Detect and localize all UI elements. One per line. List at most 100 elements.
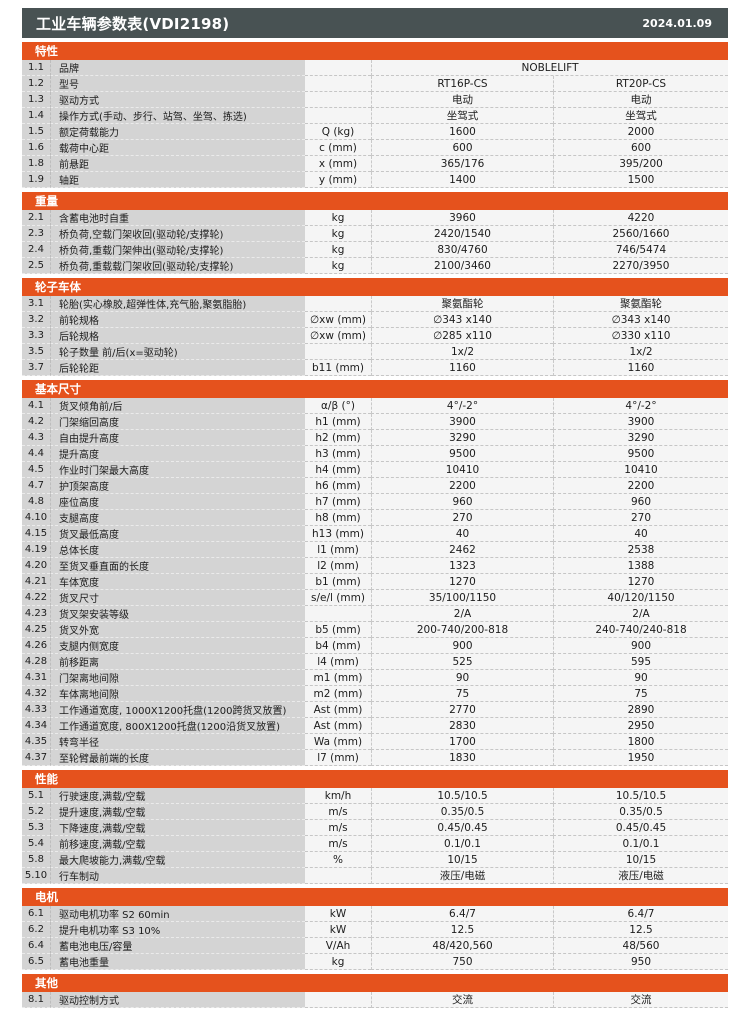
row-number: 4.26 [22,638,50,654]
row-number: 4.21 [22,574,50,590]
row-number: 6.4 [22,938,50,954]
table-row: 5.8 最大爬坡能力,满载/空载% 10/15 10/15 [22,852,728,868]
row-label: 驱动方式 [50,92,305,108]
table-row: 6.2 提升电机功率 S3 10% kW 12.5 12.5 [22,922,728,938]
row-label: 驱动电机功率 S2 60min [50,906,305,922]
row-unit: kg [305,954,371,970]
section-header: 轮子车体 [22,278,728,296]
row-number: 5.3 [22,820,50,836]
row-number: 1.8 [22,156,50,172]
row-unit: b1 (mm) [305,574,371,590]
row-value-rt20p: 600 [553,140,728,156]
row-unit: h6 (mm) [305,478,371,494]
row-number: 4.7 [22,478,50,494]
row-label: 下降速度,满载/空载 [50,820,305,836]
row-value-rt20p: 75 [553,686,728,702]
row-number: 4.35 [22,734,50,750]
table-row: 4.15 货叉最低高度 h13 (mm) 40 40 [22,526,728,542]
row-value-rt20p: 电动 [553,92,728,108]
row-unit: l1 (mm) [305,542,371,558]
section-header: 其他 [22,974,728,992]
row-value-rt20p: 1388 [553,558,728,574]
row-label: 支腿内侧宽度 [50,638,305,654]
row-value-rt16p: 2200 [371,478,553,494]
row-label: 货叉尺寸 [50,590,305,606]
row-unit [305,868,371,884]
row-value-rt20p: 12.5 [553,922,728,938]
row-unit: l4 (mm) [305,654,371,670]
row-number: 2.1 [22,210,50,226]
row-unit: kW [305,922,371,938]
row-value-rt16p: 2/A [371,606,553,622]
row-unit: m2 (mm) [305,686,371,702]
table-row: 4.26 支腿内侧宽度 b4 (mm) 900 900 [22,638,728,654]
row-value-rt20p: 90 [553,670,728,686]
row-unit: kg [305,210,371,226]
table-row: 4.20 至货叉垂直面的长度 l2 (mm) 1323 1388 [22,558,728,574]
page-title: 工业车辆参数表(VDI2198) [36,14,230,33]
row-value-rt16p: 35/100/1150 [371,590,553,606]
row-label: 后轮轮距 [50,360,305,376]
row-number: 1.6 [22,140,50,156]
row-number: 1.5 [22,124,50,140]
row-value-rt16p: ∅285 x110 [371,328,553,344]
row-number: 4.34 [22,718,50,734]
row-value-rt20p: 270 [553,510,728,526]
row-number: 2.3 [22,226,50,242]
row-label: 后轮规格 [50,328,305,344]
row-unit: b4 (mm) [305,638,371,654]
table-row: 6.1 驱动电机功率 S2 60min kW 6.4/7 6.4/7 [22,906,728,922]
row-label: 至轮臂最前端的长度 [50,750,305,766]
table-row: 3.2 前轮规格 ∅xw (mm) ∅343 x140 ∅343 x140 [22,312,728,328]
row-value-rt20p: 1270 [553,574,728,590]
row-value-rt20p: 聚氨酯轮 [553,296,728,312]
table-row: 1.4 操作方式(手动、步行、站驾、坐驾、拣选) 坐驾式 坐驾式 [22,108,728,124]
table-row: 4.8 座位高度 h7 (mm) 960 960 [22,494,728,510]
table-row: 1.5 额定荷载能力 Q (kg) 1600 2000 [22,124,728,140]
row-label: 轮胎(实心橡胶,超弹性体,充气胎,聚氨脂胎) [50,296,305,312]
spec-table: 特性 1.1 品牌 NOBLELIFT 1.2 型号 RT16P-CS RT20P-CS 1.3… [22,42,728,1008]
section-header: 性能 [22,770,728,788]
row-value-rt20p: 交流 [553,992,728,1008]
row-unit: kW [305,906,371,922]
row-value-rt20p: 0.1/0.1 [553,836,728,852]
row-value-rt16p: 0.1/0.1 [371,836,553,852]
row-value-rt16p: 6.4/7 [371,906,553,922]
row-label: 蓄电池重量 [50,954,305,970]
section-header: 电机 [22,888,728,906]
row-unit [305,60,371,76]
table-row: 5.1 行驶速度,满载/空载 km/h 10.5/10.5 10.5/10.5 [22,788,728,804]
row-value-rt20p: 746/5474 [553,242,728,258]
row-unit [305,108,371,124]
row-unit: h2 (mm) [305,430,371,446]
row-value-rt16p: 830/4760 [371,242,553,258]
row-value-rt16p: 交流 [371,992,553,1008]
row-label: 提升高度 [50,446,305,462]
row-number: 3.5 [22,344,50,360]
table-row: 1.2 型号 RT16P-CS RT20P-CS [22,76,728,92]
row-unit: m/s [305,820,371,836]
row-number: 4.3 [22,430,50,446]
row-value-rt20p: 595 [553,654,728,670]
row-number: 4.10 [22,510,50,526]
row-value-rt16p: 10/15 [371,852,553,868]
table-row: 1.8 前悬距 x (mm) 365/176 395/200 [22,156,728,172]
row-label: 支腿高度 [50,510,305,526]
row-label: 提升速度,满载/空载 [50,804,305,820]
row-value-rt20p: 2000 [553,124,728,140]
row-number: 4.37 [22,750,50,766]
row-value-rt16p: 48/420,560 [371,938,553,954]
row-value-rt16p: 2100/3460 [371,258,553,274]
row-label: 车体离地间隙 [50,686,305,702]
row-number: 3.1 [22,296,50,312]
row-value-rt20p: ∅330 x110 [553,328,728,344]
row-label: 最大爬坡能力,满载/空载 [50,852,305,868]
row-value-rt20p: 950 [553,954,728,970]
row-value-rt16p: 10.5/10.5 [371,788,553,804]
row-value-rt16p: 3960 [371,210,553,226]
row-value-rt20p: 395/200 [553,156,728,172]
row-number: 5.8 [22,852,50,868]
row-value-rt16p: 525 [371,654,553,670]
row-unit: Ast (mm) [305,718,371,734]
